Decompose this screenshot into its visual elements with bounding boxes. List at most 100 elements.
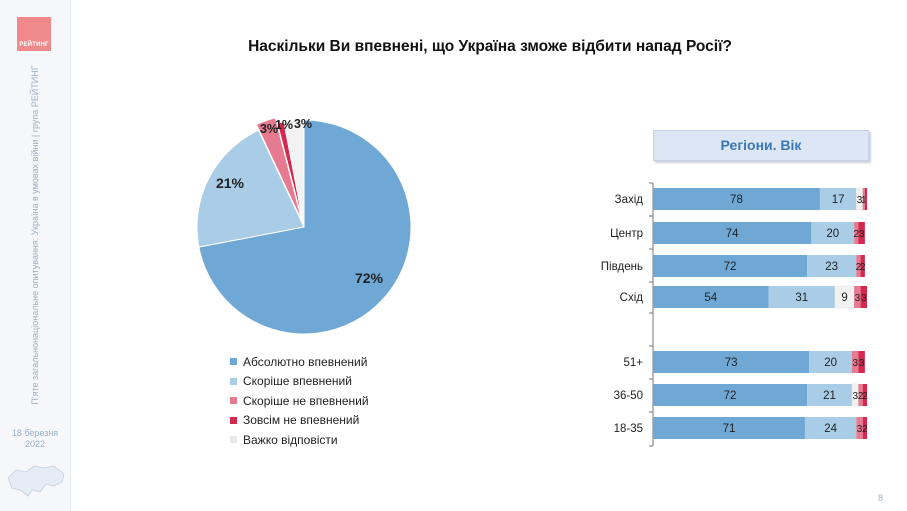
ukraine-map-icon [7,465,65,497]
bar-2-value-2: 20 [826,228,839,240]
bar-5-value-5: 3 [859,358,865,369]
legend-swatch-5 [230,436,237,444]
bar-4-value-5: 3 [861,293,867,304]
bar-4-segment-2 [768,286,835,308]
bar-2-segment-4 [854,222,859,244]
bar-3-segment-4 [856,255,861,277]
legend-label-5: Важко відповісти [243,432,338,447]
bar-5-segment-1 [653,351,810,373]
bar-2-value-4: 2 [854,229,860,240]
bar-7-value-1: 71 [723,423,736,435]
legend-label-1: Абсолютно впевнений [243,354,368,369]
bar-2-segment-1 [653,222,812,244]
bar-5-value-2: 20 [824,357,837,369]
bar-category-label-4: Схід [620,292,644,304]
bar-category-label-3: Південь [601,261,643,273]
logo-text: РЕЙТИНГ [19,42,49,48]
bar-1-value-2: 17 [832,194,845,206]
pie-slice-1 [198,119,412,335]
pie-label-2: 21% [216,175,245,191]
bar-4-value-4: 3 [855,293,861,304]
bar-1-segment-4 [862,188,865,210]
bar-category-label-6: 36-50 [614,390,643,402]
legend-label-2: Скоріше впевнений [243,374,352,389]
legend-swatch-4 [230,416,237,424]
page-number: 8 [877,493,883,503]
bar-4-segment-1 [653,286,769,308]
pie-legend: Абсолютно впевнений Скоріше впевнений Скор… [230,352,369,450]
bar-4-value-3: 9 [841,292,847,304]
bar-6-segment-2 [807,384,853,406]
bar-6-value-2: 21 [823,390,836,402]
bar-3-value-2: 23 [825,261,838,273]
bar-3-value-4: 2 [856,262,862,273]
pie-slice-3 [255,117,303,222]
bar-7-segment-2 [804,417,857,439]
survey-date-line1: 18 березня [11,428,59,438]
bar-category-label-1: Захід [615,194,644,206]
pie-slice-2 [196,129,305,248]
bar-3-value-5: 2 [860,262,866,273]
survey-date-line2: 2022 [24,439,46,449]
bar-6-value-3: 3 [852,391,858,402]
bar-6-segment-4 [858,384,863,406]
bar-6-segment-1 [653,384,808,406]
pie-label-3: 3% [260,122,278,136]
bar-4-value-2: 31 [795,292,808,304]
legend-item-2: Скоріше впевнений [230,372,369,392]
bar-6-value-5: 2 [862,391,868,402]
bar-3-segment-1 [653,255,808,277]
bar-2-value-5: 3 [859,229,865,240]
regions-age-header: Регіони. Вік [653,130,869,161]
bar-7-value-5: 2 [862,424,868,435]
legend-swatch-1 [230,358,237,366]
rating-logo: РЕЙТИНГ [17,17,51,51]
bar-5-segment-4 [852,351,859,373]
bar-3-segment-2 [807,255,857,277]
bar-1-segment-1 [653,188,820,210]
bar-category-label-2: Центр [610,228,643,240]
sidebar: РЕЙТИНГ П'яте загальнонаціональне опитув… [0,0,71,511]
bar-2-value-1: 74 [726,228,739,240]
bar-5-value-4: 3 [852,358,858,369]
bar-5-value-1: 73 [725,357,738,369]
pie-label-4: 1% [275,118,293,132]
pie-slice-5 [283,119,305,228]
legend-item-5: Важко відповісти [230,430,369,450]
bar-7-segment-1 [653,417,805,439]
bar-6-value-4: 2 [858,391,864,402]
bar-4-segment-4 [854,286,861,308]
bar-1-value-3: 3 [857,195,863,206]
pie-label-5: 3% [294,117,312,131]
bar-7-segment-4 [856,417,863,439]
legend-item-4: Зовсім не впевнений [230,411,369,431]
bar-category-label-7: 18-35 [614,423,643,435]
survey-date: 18 березня 2022 [0,428,70,450]
bar-6-segment-5 [862,384,867,406]
bar-7-segment-5 [862,417,867,439]
legend-item-1: Абсолютно впевнений [230,352,369,372]
bar-5-segment-2 [809,351,853,373]
legend-label-4: Зовсім не впевнений [243,413,360,428]
chart-title: Наскільки Ви впевнені, що Україна зможе … [248,38,732,55]
bar-1-segment-2 [819,188,857,210]
bar-1-value-1: 78 [730,194,743,206]
bar-4-segment-5 [860,286,867,308]
bar-1-value-4: 1 [861,195,867,206]
bar-6-value-1: 72 [724,390,737,402]
bar-3-value-1: 72 [724,261,737,273]
bar-7-value-4: 3 [857,424,863,435]
pie-label-1: 72% [355,270,384,286]
legend-swatch-3 [230,397,237,405]
bar-2-segment-5 [858,222,865,244]
bar-7-value-2: 24 [824,423,837,435]
bar-3-segment-5 [860,255,865,277]
legend-label-3: Скоріше не впевнений [243,393,369,408]
bar-category-label-5: 51+ [623,357,643,369]
bar-2-segment-2 [811,222,855,244]
bar-5-segment-5 [858,351,865,373]
legend-item-3: Скоріше не впевнений [230,391,369,411]
legend-swatch-2 [230,377,237,385]
